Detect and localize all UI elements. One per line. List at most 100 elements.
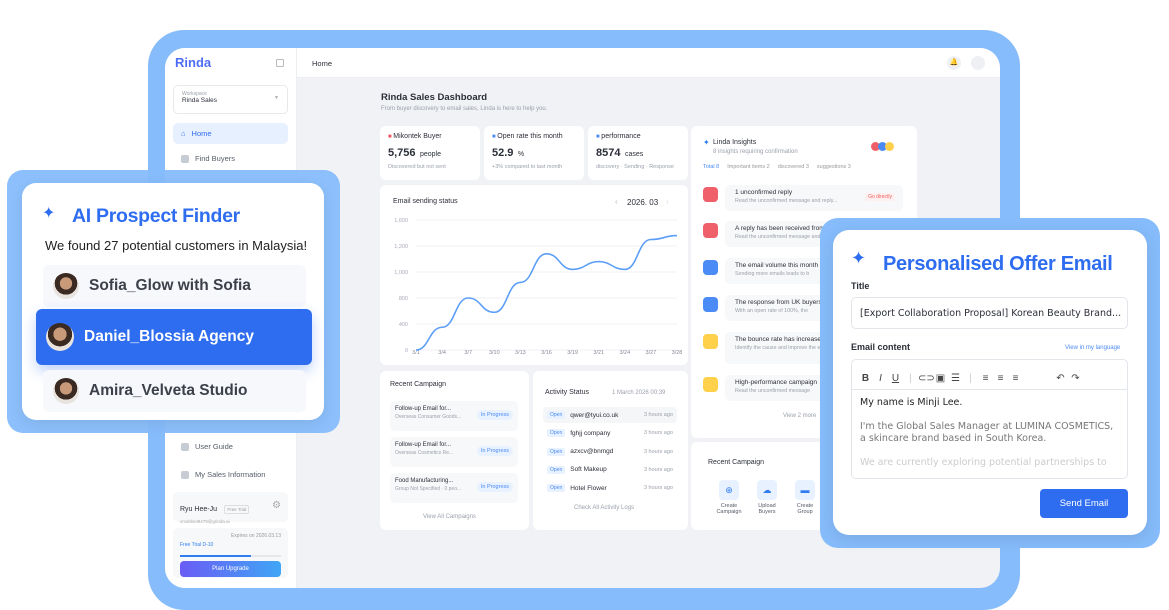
bold-icon[interactable]: B [858,373,873,384]
link-icon[interactable]: ⊂⊃ [918,373,933,384]
insight-face-icon [703,297,718,312]
activity-time: 3 hours ago [644,467,673,473]
y-tick-label: 800 [399,296,408,302]
status-badge: In Progress [477,482,513,492]
activity-time: 3 hours ago [644,430,673,436]
quick-action-label: Upload Buyers [758,503,775,515]
campaign-item[interactable]: Food Manufacturing... Group Not Specifie… [390,473,518,503]
collapse-sidebar-icon[interactable] [276,59,284,67]
sidebar-item-my-sales-information[interactable]: My Sales Information [173,464,288,485]
insight-face-icon [703,260,718,275]
activity-time: 3 hours ago [644,412,673,418]
view-in-my-language-link[interactable]: View in my language [1065,345,1120,351]
prospect-item-selected[interactable]: Daniel_Blossia Agency [36,309,312,365]
insight-tab[interactable]: suggestions 3 [817,164,851,170]
prospect-item[interactable]: Sofia_Glow with Sofia [43,265,306,307]
open-badge: Open [547,484,565,492]
insight-tab[interactable]: Important items 2 [727,164,770,170]
x-tick-label: 3/27 [646,350,657,356]
status-badge: In Progress [477,446,513,456]
view-more-link[interactable]: View 2 more [783,413,816,419]
email-card-title: Personalised Offer Email [883,253,1113,276]
book-icon [181,471,189,479]
open-badge: Open [547,429,565,437]
workspace-value: Rinda Sales [182,97,279,104]
insight-tab[interactable]: Total 8 [703,164,719,170]
x-tick-label: 3/10 [489,350,500,356]
stat-label: Mikontek Buyer [393,133,441,140]
profile-icon[interactable] [971,56,985,70]
trial-progress [180,555,281,557]
y-tick-label: 400 [399,322,408,328]
send-email-button[interactable]: Send Email [1040,489,1128,518]
title-input[interactable]: [Export Collaboration Proposal] Korean B… [851,297,1128,329]
stat-note: +3% compared to last month [492,164,576,170]
stat-value: 8574 [596,147,620,159]
gear-icon[interactable]: ⚙ [272,500,281,511]
underline-icon[interactable]: U [888,373,903,384]
quick-actions-title: Recent Campaign [708,459,764,466]
activity-name: qwer@tyui.co.uk [570,412,618,419]
top-bar: Home 🔔 [297,48,1000,78]
sparkle-icon: ✦ [42,203,55,223]
quick-action-button[interactable]: ☁Upload Buyers [751,480,783,515]
x-tick-label: 3/19 [567,350,578,356]
user-card[interactable]: Ryu Hee-Ju Free Trial xmdnlsel8479@grind… [173,492,288,522]
sidebar-item-find-buyers[interactable]: Find Buyers [173,148,288,169]
activity-title: Activity Status [545,389,589,396]
stat-label: performance [601,133,640,140]
insights-subtitle: 8 insights requiring confirmation [713,149,798,155]
x-tick-label: 3/1 [412,350,420,356]
sidebar-item-home[interactable]: ⌂Home [173,123,288,144]
workspace-select[interactable]: Workspace Rinda Sales ▼ [173,85,288,114]
stat-card: ■ performance 8574 cases discovery · Sen… [588,126,688,180]
list-icon[interactable]: ☰ [948,373,963,384]
italic-icon[interactable]: I [873,373,888,384]
find-buyers-icon [181,155,189,163]
align-left-icon[interactable]: ≡ [978,373,993,384]
undo-icon[interactable]: ↶ [1053,373,1068,384]
plus-circle-icon: ⊕ [719,480,739,500]
image-icon[interactable]: ▣ [933,373,948,384]
view-all-campaigns-link[interactable]: View All Campaigns [423,514,476,520]
sidebar-item-user-guide[interactable]: User Guide [173,436,288,457]
prospect-item[interactable]: Amira_Velveta Studio [43,370,306,412]
plan-upgrade-button[interactable]: Plan Upgrade [180,561,281,577]
stat-card: ■ Open rate this month 52.9 % +3% compar… [484,126,584,180]
x-tick-label: 3/28 [672,350,683,356]
email-body-line: I'm the Global Sales Manager at LUMINA C… [860,421,1119,445]
chevron-down-icon: ▼ [274,95,279,101]
user-email: xmdnlsel8479@grinda.ai [180,519,281,524]
quick-action-button[interactable]: ⊕Create Campaign [713,480,745,515]
stat-unit: cases [625,151,643,158]
user-name: Ryu Hee-Ju [180,506,217,513]
activity-time: 3 hours ago [644,485,673,491]
align-center-icon[interactable]: ≡ [993,373,1008,384]
insight-tab[interactable]: discovered 3 [778,164,809,170]
campaign-item[interactable]: Follow-up Email for... Overseas Cosmetic… [390,437,518,467]
x-tick-label: 3/4 [438,350,446,356]
bell-icon[interactable]: 🔔 [947,56,961,70]
stat-value: 5,756 [388,147,416,159]
offer-email-card: ✦ Personalised Offer Email Title [Export… [833,230,1147,535]
recent-campaign-card: Recent Campaign Follow-up Email for... O… [380,371,529,530]
recent-campaign-title: Recent Campaign [390,381,446,388]
campaign-item[interactable]: Follow-up Email for... Overseas Consumer… [390,401,518,431]
y-tick-label: 0 [405,348,408,354]
go-directly-button[interactable]: Go directly [865,193,895,201]
breadcrumb: Home [312,59,332,68]
avatar [53,273,79,299]
check-activity-logs-link[interactable]: Check All Activity Logs [574,505,634,511]
stat-label: Open rate this month [497,133,562,140]
quick-action-button[interactable]: ▬Create Group [789,480,821,515]
redo-icon[interactable]: ↷ [1068,373,1083,384]
align-right-icon[interactable]: ≡ [1008,373,1023,384]
